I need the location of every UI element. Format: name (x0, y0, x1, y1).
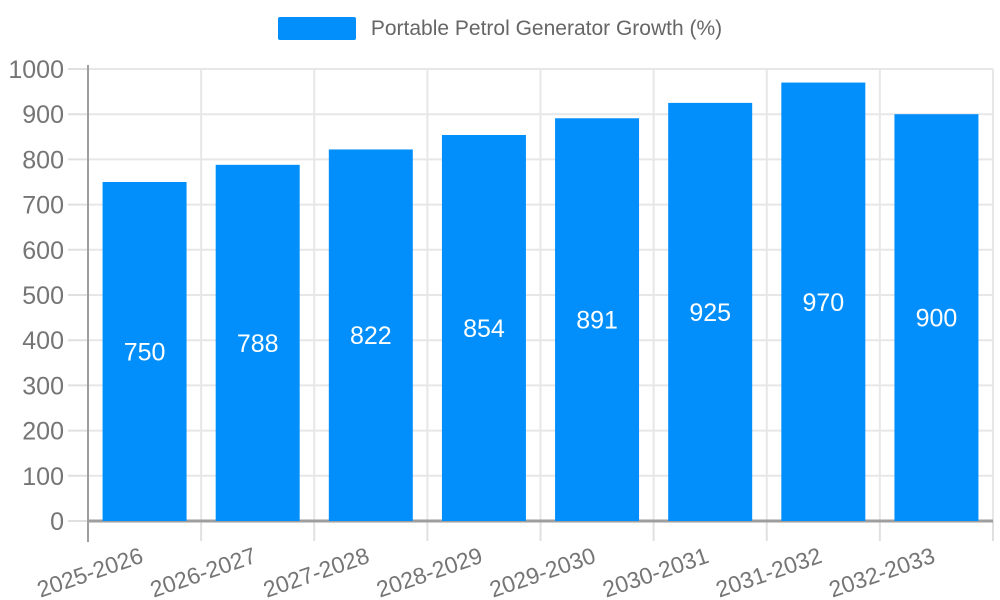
y-axis-label: 200 (22, 418, 64, 446)
x-axis-label: 2025-2026 (34, 542, 146, 600)
y-axis-label: 800 (22, 146, 64, 174)
y-axis-label: 300 (22, 372, 64, 400)
x-axis-label: 2030-2031 (599, 542, 711, 600)
y-axis-label: 400 (22, 327, 64, 355)
y-axis-label: 100 (22, 463, 64, 491)
bar-value-label: 925 (689, 299, 731, 327)
bar-value-label: 970 (802, 289, 844, 317)
bar-2025-2026[interactable] (102, 182, 187, 521)
bar-2029-2030[interactable] (555, 118, 640, 521)
y-axis-label: 500 (22, 282, 64, 310)
bar-2028-2029[interactable] (441, 134, 526, 521)
y-axis-label: 900 (22, 101, 64, 129)
y-axis-label: 1000 (8, 56, 64, 84)
x-axis-label: 2028-2029 (373, 542, 485, 600)
bar-2027-2028[interactable] (328, 149, 413, 521)
y-axis-label: 700 (22, 192, 64, 220)
bar-value-label: 750 (124, 339, 166, 367)
y-axis-label: 0 (50, 508, 64, 536)
legend-swatch (277, 17, 356, 40)
x-axis-label: 2027-2028 (260, 542, 372, 600)
y-axis-label: 600 (22, 237, 64, 265)
x-axis-label: 2029-2030 (486, 542, 598, 600)
bar-value-label: 822 (350, 322, 392, 350)
bar-2030-2031[interactable] (668, 102, 753, 522)
x-axis-label: 2032-2033 (826, 542, 938, 600)
x-axis-label: 2026-2027 (147, 542, 259, 600)
bar-value-label: 891 (576, 307, 618, 335)
bar-2032-2033[interactable] (894, 114, 979, 521)
x-axis-label: 2031-2032 (712, 542, 824, 600)
bar-2026-2027[interactable] (215, 164, 300, 521)
bar-value-label: 788 (237, 330, 279, 358)
bar-value-label: 854 (463, 315, 505, 343)
legend-label: Portable Petrol Generator Growth (%) (370, 17, 723, 40)
bar-2031-2032[interactable] (781, 82, 866, 521)
bar-value-label: 900 (916, 305, 958, 333)
chart-legend[interactable]: Portable Petrol Generator Growth (%) (0, 17, 1000, 40)
